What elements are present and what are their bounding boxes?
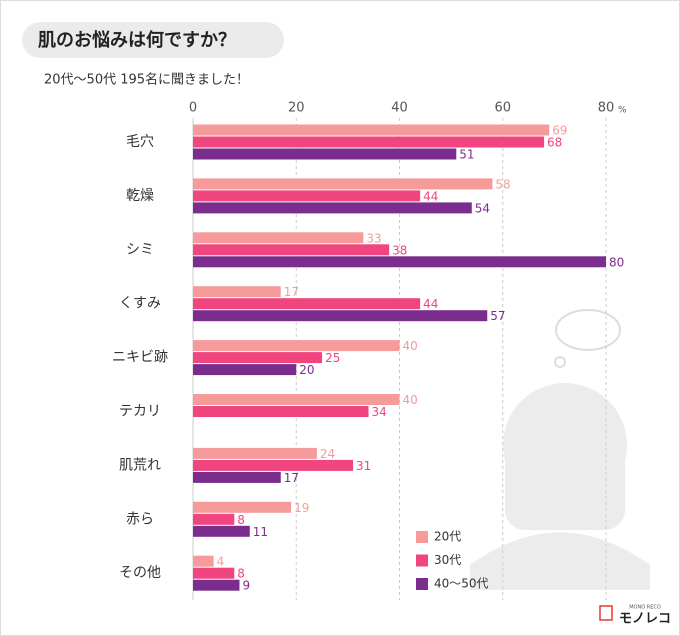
value-label: 20 bbox=[299, 363, 314, 377]
category-label: 赤ら bbox=[126, 511, 154, 527]
legend-swatch bbox=[416, 554, 428, 567]
bar bbox=[193, 459, 354, 471]
bar bbox=[193, 525, 250, 537]
bar bbox=[193, 352, 323, 364]
bar bbox=[193, 501, 292, 513]
bar bbox=[193, 310, 488, 322]
category-label: 乾燥 bbox=[126, 188, 154, 204]
value-label: 4 bbox=[217, 555, 225, 569]
value-label: 17 bbox=[284, 471, 299, 485]
x-tick-label: 80 bbox=[598, 101, 615, 116]
value-label: 44 bbox=[423, 189, 438, 203]
subtitle: 20代～50代 195名に聞きました！ bbox=[44, 72, 249, 88]
category-label: シミ bbox=[126, 242, 154, 258]
value-label: 80 bbox=[609, 255, 624, 269]
value-label: 19 bbox=[294, 501, 309, 515]
value-label: 8 bbox=[237, 513, 245, 527]
bar bbox=[193, 406, 369, 417]
x-unit: % bbox=[618, 106, 627, 116]
bar bbox=[193, 124, 550, 136]
illustration bbox=[470, 309, 650, 590]
bar bbox=[193, 298, 421, 310]
value-label: 51 bbox=[459, 148, 474, 162]
bar bbox=[193, 567, 235, 579]
value-label: 58 bbox=[495, 177, 510, 191]
bar bbox=[193, 178, 493, 190]
value-label: 68 bbox=[547, 136, 562, 150]
logo-name: モノレコ bbox=[619, 612, 671, 627]
value-label: 9 bbox=[242, 579, 250, 593]
bar bbox=[193, 190, 421, 202]
value-label: 69 bbox=[552, 124, 567, 138]
bar bbox=[193, 364, 297, 376]
bar bbox=[193, 555, 214, 567]
legend-label: 20代 bbox=[434, 530, 461, 544]
bar bbox=[193, 447, 317, 459]
category-label: ニキビ跡 bbox=[112, 350, 168, 366]
bar bbox=[193, 148, 457, 160]
value-label: 33 bbox=[366, 231, 381, 245]
x-tick-label: 60 bbox=[494, 101, 511, 116]
logo: MONO RECO モノレコ bbox=[599, 605, 671, 627]
bar bbox=[193, 471, 281, 483]
value-label: 11 bbox=[253, 525, 268, 539]
value-label: 38 bbox=[392, 243, 407, 257]
logo-small: MONO RECO bbox=[629, 605, 661, 611]
bar bbox=[193, 394, 400, 405]
legend-label: 30代 bbox=[434, 553, 461, 567]
value-label: 25 bbox=[325, 351, 340, 365]
category-label: テカリ bbox=[119, 404, 161, 420]
value-label: 17 bbox=[284, 285, 299, 299]
bar bbox=[193, 232, 364, 244]
category-label: その他 bbox=[119, 565, 161, 581]
value-label: 40 bbox=[403, 393, 418, 407]
bar bbox=[193, 286, 281, 298]
bar bbox=[193, 579, 240, 591]
category-label: くすみ bbox=[119, 296, 161, 312]
category-label: 肌荒れ bbox=[119, 457, 161, 473]
value-label: 57 bbox=[490, 309, 505, 323]
value-label: 54 bbox=[475, 201, 490, 215]
x-tick-label: 40 bbox=[391, 101, 408, 116]
x-tick-label: 20 bbox=[288, 101, 305, 116]
value-label: 40 bbox=[403, 339, 418, 353]
x-tick-label: 0 bbox=[189, 101, 197, 116]
legend-swatch bbox=[416, 578, 428, 590]
value-label: 8 bbox=[237, 567, 245, 581]
bar bbox=[193, 513, 235, 525]
value-label: 24 bbox=[320, 447, 335, 461]
legend-label: 40～50代 bbox=[434, 577, 489, 591]
value-label: 44 bbox=[423, 297, 438, 311]
category-label: 毛穴 bbox=[126, 134, 154, 150]
value-label: 31 bbox=[356, 459, 371, 473]
chart-title: 肌のお悩みは何ですか？ bbox=[38, 29, 236, 51]
title-pill bbox=[22, 22, 284, 58]
legend-swatch bbox=[416, 531, 428, 543]
bar bbox=[193, 136, 545, 148]
bar bbox=[193, 256, 606, 268]
value-label: 34 bbox=[372, 405, 387, 419]
bar bbox=[193, 244, 390, 256]
bar bbox=[193, 340, 400, 352]
bar bbox=[193, 202, 472, 214]
